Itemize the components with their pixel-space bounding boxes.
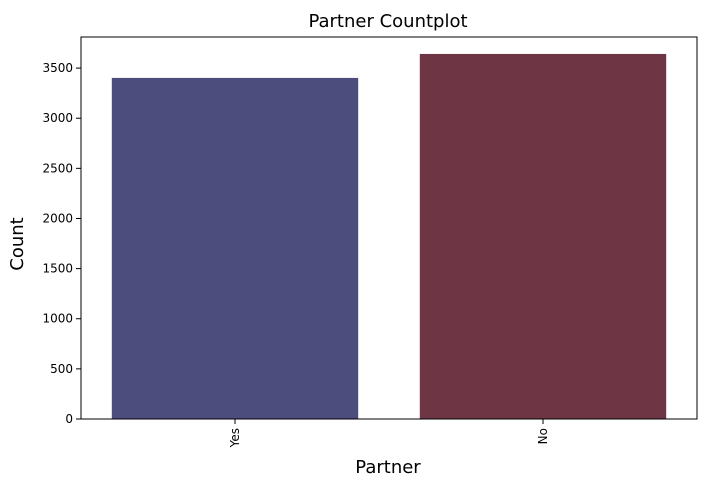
y-tick-label: 2000 [42,211,73,225]
y-tick-label: 1500 [42,262,73,276]
y-tick-label: 1000 [42,312,73,326]
x-tick-label: Yes [228,428,242,448]
x-axis-label: Partner [355,457,421,478]
bar-no [419,53,667,419]
plot-frame [80,36,698,420]
x-tick-label: No [536,428,550,444]
bar-yes [111,77,359,419]
y-tick-label: 2500 [42,161,73,175]
chart-title: Partner Countplot [308,11,467,32]
y-tick-label: 0 [65,412,73,426]
y-tick-label: 3000 [42,111,73,125]
plot-area: Yes No 0 500 1000 1500 2000 2500 3000 3500 [42,53,667,448]
y-axis-label: Count [7,217,28,270]
y-tick-label: 3500 [42,61,73,75]
y-tick-label: 500 [50,362,73,376]
